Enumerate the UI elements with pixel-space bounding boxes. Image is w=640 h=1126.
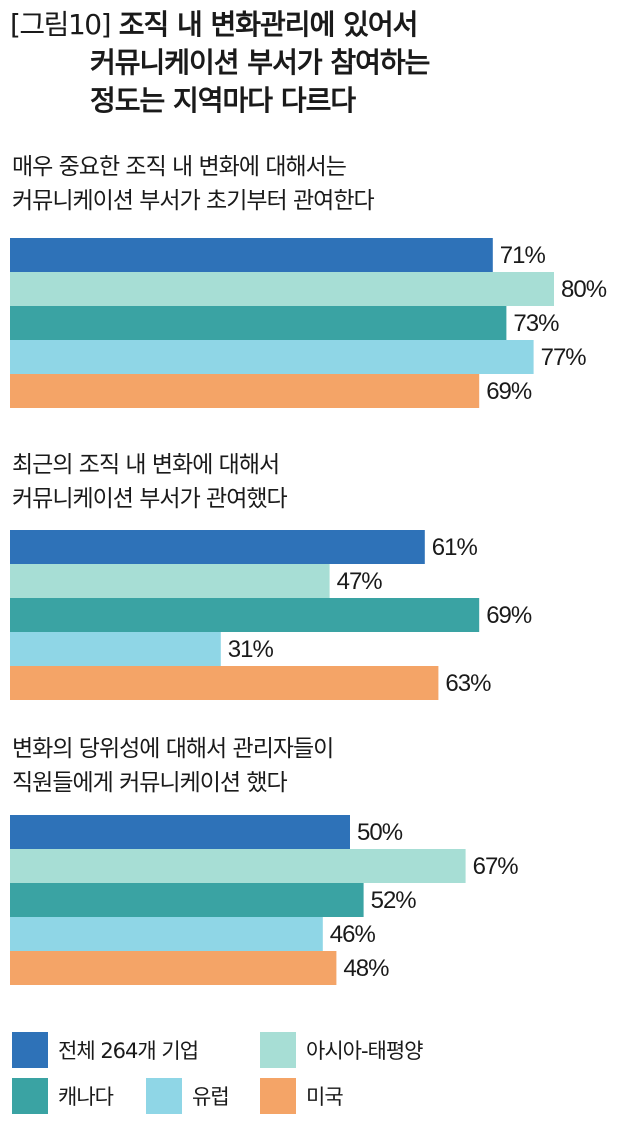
- value-label-panel3-asia-pacific: 67%: [473, 853, 519, 880]
- figure-title-line-2: 커뮤니케이션 부서가 참여하는: [90, 46, 430, 79]
- value-label-panel1-europe: 77%: [541, 344, 587, 371]
- panel-1-title: 매우 중요한 조직 내 변화에 대해서는 커뮤니케이션 부서가 초기부터 관여한…: [12, 150, 375, 218]
- legend-item-asia-pacific: 아시아-태평양: [260, 1032, 423, 1068]
- legend-label-europe: 유럽: [192, 1085, 230, 1109]
- legend-item-usa: 미국: [260, 1078, 344, 1114]
- bar-charts: 71% 80%73% 77% 69% 61% 47% 69% 31% 63% 50% 67% 52% 4…: [10, 238, 608, 985]
- legend-label-asia-pacific: 아시아-태평양: [306, 1039, 423, 1063]
- bar-panel2-total: [10, 530, 425, 564]
- bar-panel3-asia-pacific: [10, 849, 466, 883]
- bar-panel1-canada: [10, 306, 507, 340]
- bar-panel3-europe: [10, 917, 323, 951]
- legend-item-total: 전체 264개 기업: [12, 1032, 199, 1068]
- value-label-panel2-usa: 63%: [445, 670, 491, 697]
- legend-label-usa: 미국: [306, 1085, 344, 1109]
- value-label-panel2-total: 61%: [432, 534, 478, 561]
- bar-panel2-europe: [10, 632, 221, 666]
- figure-title-line-3: 정도는 지역마다 다르다: [90, 84, 356, 117]
- value-label-panel2-europe: 31%: [228, 636, 274, 663]
- value-label-panel3-europe: 46%: [330, 921, 376, 948]
- legend-label-canada: 캐나다: [58, 1085, 114, 1109]
- figure-tag: [그림10]: [10, 8, 112, 41]
- figure-title-line-1: [그림10] 조직 내 변화관리에 있어서: [10, 6, 630, 44]
- panel-1-title-line-2: 커뮤니케이션 부서가 초기부터 관여한다: [12, 188, 375, 214]
- legend-swatch-canada: [12, 1078, 48, 1114]
- legend-swatch-usa: [260, 1078, 296, 1114]
- legend-label-total: 전체 264개 기업: [58, 1039, 199, 1063]
- panel-3-title-line-1: 변화의 당위성에 대해서 관리자들이: [12, 736, 334, 762]
- panel-1-title-line-1: 매우 중요한 조직 내 변화에 대해서는: [12, 154, 347, 180]
- bar-panel1-asia-pacific: [10, 272, 554, 306]
- value-label-panel3-canada: 52%: [371, 887, 417, 914]
- value-label-panel1-total: 71%: [500, 242, 546, 269]
- bar-panel1-usa: [10, 374, 480, 408]
- panel-2-title-line-1: 최근의 조직 내 변화에 대해서: [12, 452, 280, 478]
- panel-2-title: 최근의 조직 내 변화에 대해서 커뮤니케이션 부서가 관여했다: [12, 448, 288, 516]
- value-label-panel1-canada: 73%: [513, 310, 559, 337]
- legend-item-europe: 유럽: [146, 1078, 230, 1114]
- value-label-panel3-usa: 48%: [343, 955, 389, 982]
- value-label-panel1-usa: 69%: [486, 378, 532, 405]
- legend-swatch-asia-pacific: [260, 1032, 296, 1068]
- panel-3-title-line-2: 직원들에게 커뮤니케이션 했다: [12, 770, 288, 796]
- panel-2-title-line-2: 커뮤니케이션 부서가 관여했다: [12, 486, 288, 512]
- value-label-panel2-canada: 69%: [486, 602, 532, 629]
- figure-title: [그림10] 조직 내 변화관리에 있어서 커뮤니케이션 부서가 참여하는 정도…: [10, 6, 630, 120]
- bar-panel2-canada: [10, 598, 480, 632]
- bar-panel1-europe: [10, 340, 534, 374]
- bar-panel2-usa: [10, 666, 439, 700]
- panel-3-title: 변화의 당위성에 대해서 관리자들이 직원들에게 커뮤니케이션 했다: [12, 732, 334, 800]
- value-label-panel2-asia-pacific: 47%: [337, 568, 383, 595]
- bar-panel3-usa: [10, 951, 337, 985]
- bar-panel1-total: [10, 238, 493, 272]
- bar-panel3-total: [10, 815, 350, 849]
- value-label-panel1-asia-pacific: 80%: [561, 276, 607, 303]
- legend-swatch-total: [12, 1032, 48, 1068]
- legend-item-canada: 캐나다: [12, 1078, 114, 1114]
- legend-swatch-europe: [146, 1078, 182, 1114]
- bar-panel3-canada: [10, 883, 364, 917]
- figure-title-text-1: 조직 내 변화관리에 있어서: [118, 8, 419, 41]
- bar-panel2-asia-pacific: [10, 564, 330, 598]
- value-label-panel3-total: 50%: [357, 819, 403, 846]
